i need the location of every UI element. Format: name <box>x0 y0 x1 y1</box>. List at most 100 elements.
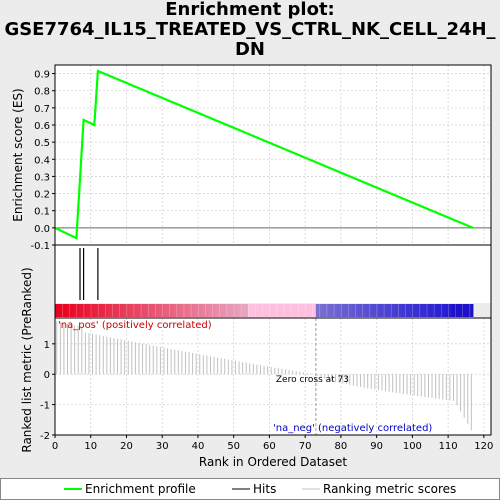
heatmap-cell <box>126 304 131 317</box>
xtick-label: 50 <box>227 441 240 452</box>
heatmap-cell <box>162 304 167 317</box>
heatmap-cell <box>437 304 442 317</box>
heatmap-cell <box>76 304 81 317</box>
chart-title-line-1: Enrichment plot: <box>165 0 335 20</box>
heatmap-cell <box>244 304 249 317</box>
heatmap-cell <box>94 304 99 317</box>
heatmap-cell <box>205 304 209 317</box>
heatmap-cell <box>80 304 84 317</box>
heatmap-cell <box>247 304 252 317</box>
heatmap-cell <box>258 304 263 317</box>
heatmap-cell <box>315 304 320 317</box>
heatmap-cell <box>455 304 460 317</box>
es-ytick-label: 0.5 <box>34 138 50 149</box>
heatmap-cell <box>312 304 317 317</box>
zero-cross-label: Zero cross at 73 <box>276 375 349 385</box>
heatmap-cell <box>369 304 374 317</box>
heatmap-cell <box>108 304 113 317</box>
heatmap-cell <box>415 304 420 317</box>
heatmap-cell <box>426 304 431 317</box>
heatmap-cell <box>133 304 138 317</box>
neg-correlated-label: 'na_neg' (negatively correlated) <box>273 423 432 434</box>
es-ytick-label: 0.0 <box>34 224 50 235</box>
heatmap-cell <box>155 304 159 317</box>
heatmap-cell <box>283 304 288 317</box>
heatmap-cell <box>251 304 256 317</box>
heatmap-cell <box>72 304 77 317</box>
es-ytick-label: -0.1 <box>30 241 50 252</box>
heatmap-cell <box>337 304 342 317</box>
xtick-label: 0 <box>52 441 58 452</box>
heatmap-cell <box>358 304 363 317</box>
heatmap-cell <box>144 304 149 317</box>
xlabel: Rank in Ordered Dataset <box>199 455 347 469</box>
metric-panel-frame <box>54 317 492 436</box>
es-ytick-label: 0.2 <box>34 190 50 201</box>
xtick-label: 120 <box>474 441 493 452</box>
heatmap-cell <box>319 304 324 317</box>
heatmap-cell <box>101 304 106 317</box>
heatmap-cell <box>194 304 199 317</box>
heatmap-cell <box>262 304 267 317</box>
heatmap-cell <box>190 304 195 317</box>
metric-ytick-label: -1 <box>40 401 50 412</box>
heatmap-cell <box>172 304 177 317</box>
heatmap-cell <box>222 304 227 317</box>
heatmap-cell <box>298 304 302 317</box>
heatmap-cell <box>290 304 295 317</box>
heatmap-cell <box>83 304 88 317</box>
heatmap-cell <box>340 304 345 317</box>
metric-ytick-label: -2 <box>40 431 50 442</box>
heatmap-cell <box>444 304 449 317</box>
heatmap-cell <box>130 304 134 317</box>
heatmap-cell <box>219 304 224 317</box>
heatmap-cell <box>87 304 92 317</box>
xtick-label: 10 <box>84 441 97 452</box>
heatmap-cell <box>215 304 220 317</box>
heatmap-cell <box>323 304 327 317</box>
heatmap-cell <box>458 304 463 317</box>
es-ytick-label: 0.9 <box>34 70 50 81</box>
heatmap-cell <box>197 304 202 317</box>
heatmap-cell <box>405 304 410 317</box>
es-ytick-label: 0.4 <box>34 155 50 166</box>
es-panel <box>55 65 491 245</box>
es-curve <box>54 69 474 240</box>
heatmap-cell <box>55 304 59 317</box>
heatmap-cell <box>165 304 170 317</box>
heatmap-cell <box>176 304 181 317</box>
heatmap-cell <box>212 304 217 317</box>
es-ytick-label: 0.6 <box>34 121 50 132</box>
heatmap-cell <box>469 304 474 317</box>
pos-correlated-label: 'na_pos' (positively correlated) <box>58 320 212 331</box>
heatmap-cell <box>419 304 424 317</box>
heatmap-cell <box>365 304 370 317</box>
heatmap-cell <box>373 304 377 317</box>
heatmap-cell <box>115 304 120 317</box>
heatmap-cell <box>230 304 234 317</box>
heatmap-cell <box>269 304 274 317</box>
heatmap-cell <box>305 304 310 317</box>
es-ylabel: Enrichment score (ES) <box>11 88 25 221</box>
heatmap-cell <box>287 304 292 317</box>
es-ytick-label: 0.7 <box>34 104 50 115</box>
heatmap-cell <box>294 304 299 317</box>
heatmap-cell <box>147 304 152 317</box>
heatmap-cell <box>308 304 313 317</box>
legend-label-metric: Ranking metric scores <box>323 482 456 496</box>
heatmap-cell <box>390 304 395 317</box>
heatmap-cell <box>451 304 456 317</box>
heatmap-cell <box>462 304 467 317</box>
heatmap-cell <box>280 304 285 317</box>
hits-panel <box>55 245 491 303</box>
legend-label-es: Enrichment profile <box>85 482 196 496</box>
heatmap-cell <box>423 304 427 317</box>
heatmap-cell <box>265 304 270 317</box>
heatmap-cell <box>351 304 356 317</box>
heatmap-cell <box>187 304 192 317</box>
heatmap-cell <box>183 304 188 317</box>
heatmap-cell <box>273 304 277 317</box>
heatmap-cell <box>226 304 231 317</box>
chart-title: Enrichment plot: GSE7764_IL15_TREATED_VS… <box>0 0 500 60</box>
legend-label-hits: Hits <box>253 482 276 496</box>
